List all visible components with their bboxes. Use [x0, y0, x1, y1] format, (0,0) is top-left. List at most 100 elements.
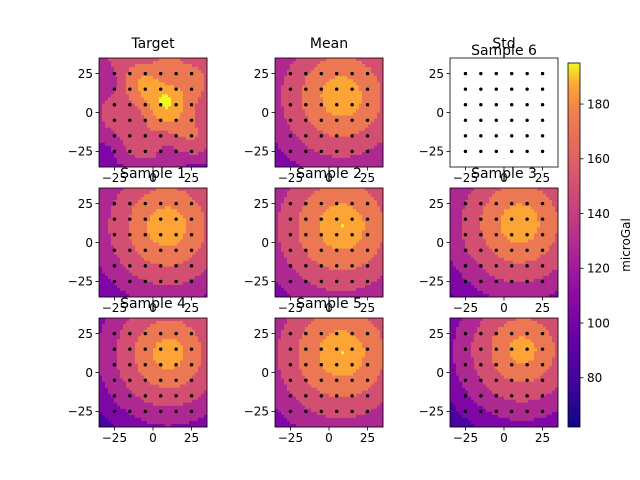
contour-cell [126, 275, 130, 280]
contour-cell [347, 70, 351, 74]
contour-cell [338, 266, 342, 271]
contour-cell [159, 142, 163, 147]
contour-cell [135, 148, 139, 153]
contour-cell [165, 151, 169, 156]
contour-cell [171, 275, 175, 280]
contour-cell [120, 287, 124, 292]
contour-cell [198, 194, 202, 198]
y-tick-label: −25 [244, 145, 269, 159]
contour-cell [278, 191, 282, 195]
contour-cell [341, 58, 345, 62]
contour-cell [320, 121, 324, 125]
contour-cell [147, 70, 151, 74]
contour-cell [165, 67, 169, 71]
contour-cell [138, 118, 142, 122]
contour-cell [338, 127, 342, 132]
contour-cell [108, 191, 112, 195]
contour-cell [117, 236, 121, 240]
contour-cell [174, 151, 178, 156]
contour-cell [320, 115, 324, 119]
contour-cell [365, 64, 369, 68]
contour-cell [174, 61, 178, 65]
contour-cell [338, 100, 342, 104]
contour-cell [195, 151, 199, 156]
contour-cell [323, 133, 327, 138]
contour-cell [129, 97, 133, 101]
contour-cell [308, 100, 312, 104]
contour-cell [347, 106, 351, 110]
contour-cell [132, 272, 136, 277]
contour-cell [150, 103, 154, 107]
contour-cell [111, 287, 115, 292]
contour-cell [332, 70, 336, 74]
contour-cell [347, 257, 351, 262]
contour-cell [135, 100, 139, 104]
contour-cell [335, 97, 339, 101]
contour-cell [329, 91, 333, 95]
contour-cell [195, 76, 199, 80]
contour-cell [338, 227, 342, 231]
contour-cell [284, 230, 288, 234]
contour-cell [186, 73, 190, 77]
contour-cell [338, 133, 342, 138]
contour-cell [344, 218, 348, 222]
contour-cell [183, 248, 187, 252]
contour-cell [126, 64, 130, 68]
contour-cell [275, 67, 279, 71]
contour-cell [168, 200, 172, 204]
contour-cell [338, 239, 342, 243]
contour-cell [114, 142, 118, 147]
contour-cell [359, 121, 363, 125]
contour-cell [117, 290, 121, 295]
contour-cell [99, 148, 103, 153]
contour-cell [293, 139, 297, 144]
contour-cell [353, 151, 357, 156]
contour-cell [335, 124, 339, 128]
contour-cell [317, 203, 321, 207]
contour-cell [371, 163, 375, 168]
contour-cell [144, 100, 148, 104]
contour-cell [117, 82, 121, 86]
contour-cell [201, 127, 205, 132]
contour-cell [153, 197, 157, 201]
contour-cell [371, 85, 375, 89]
contour-cell [314, 230, 318, 234]
contour-cell [204, 290, 208, 295]
contour-cell [332, 275, 336, 280]
contour-cell [177, 133, 181, 138]
contour-cell [326, 103, 330, 107]
contour-cell [374, 136, 378, 141]
contour-cell [183, 76, 187, 80]
contour-cell [171, 260, 175, 265]
contour-cell [138, 251, 142, 255]
contour-cell [204, 212, 208, 216]
contour-cell [329, 257, 333, 262]
contour-cell [132, 257, 136, 262]
contour-cell [347, 275, 351, 280]
contour-cell [180, 127, 184, 132]
contour-cell [332, 293, 336, 298]
contour-cell [314, 82, 318, 86]
contour-cell [204, 109, 208, 113]
contour-cell [311, 109, 315, 113]
contour-cell [195, 79, 199, 83]
contour-cell [174, 221, 178, 225]
contour-cell [174, 139, 178, 144]
contour-cell [198, 215, 202, 219]
contour-cell [117, 157, 121, 162]
contour-cell [198, 266, 202, 271]
contour-cell [284, 148, 288, 153]
contour-cell [129, 254, 133, 258]
contour-cell [168, 139, 172, 144]
station-point [112, 149, 117, 154]
contour-cell [293, 266, 297, 271]
contour-cell [108, 109, 112, 113]
contour-cell [141, 221, 145, 225]
contour-cell [111, 188, 115, 192]
contour-cell [102, 130, 106, 135]
contour-cell [189, 94, 193, 98]
contour-cell [326, 221, 330, 225]
contour-cell [186, 233, 190, 237]
contour-cell [177, 209, 181, 213]
contour-cell [105, 218, 109, 222]
